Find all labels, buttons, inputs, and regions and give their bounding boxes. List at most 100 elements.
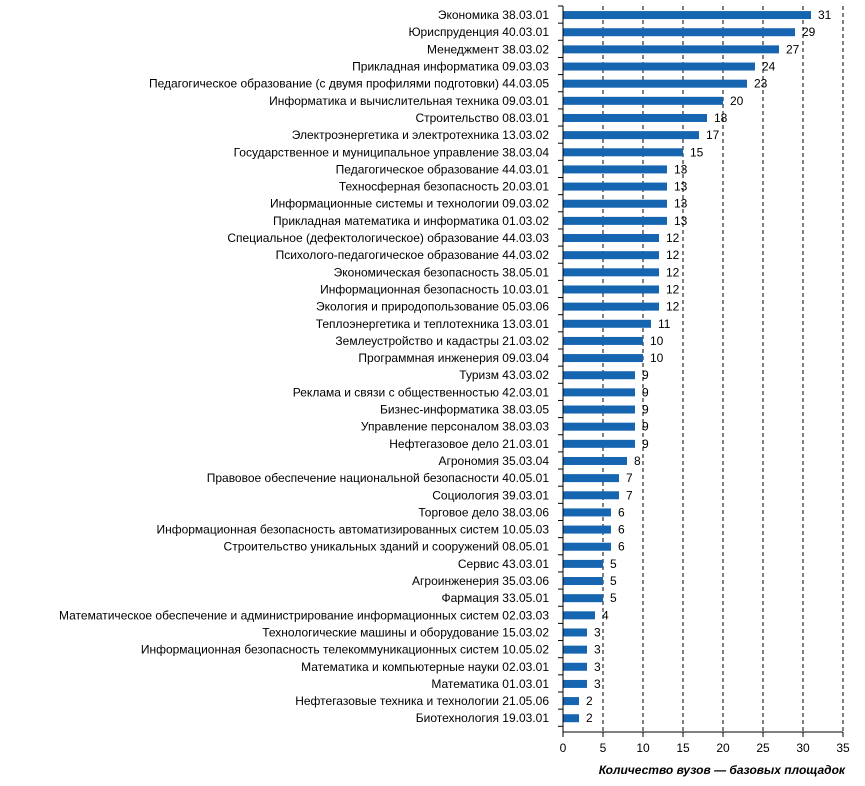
category-label: Информатика и вычислительная техника 09.… bbox=[269, 94, 549, 108]
category-label: Информационная безопасность 10.03.01 bbox=[320, 282, 549, 296]
bar bbox=[563, 422, 635, 431]
data-label: 13 bbox=[674, 162, 688, 176]
category-label: Технологические машины и оборудование 15… bbox=[262, 625, 549, 639]
bar bbox=[563, 148, 683, 157]
data-label: 7 bbox=[626, 488, 633, 502]
data-label: 5 bbox=[610, 574, 617, 588]
data-label: 18 bbox=[714, 111, 728, 125]
data-label: 20 bbox=[730, 94, 744, 108]
data-label: 5 bbox=[610, 557, 617, 571]
category-label: Теплоэнергетика и теплотехника 13.03.01 bbox=[316, 317, 550, 331]
bar bbox=[563, 508, 611, 517]
bar bbox=[563, 559, 603, 568]
bar bbox=[563, 662, 587, 671]
bar bbox=[563, 354, 643, 363]
category-label: Фармация 33.05.01 bbox=[441, 591, 549, 605]
data-label: 10 bbox=[650, 334, 664, 348]
data-label: 7 bbox=[626, 471, 633, 485]
x-tick-label: 30 bbox=[796, 741, 810, 755]
data-label: 13 bbox=[674, 197, 688, 211]
bar bbox=[563, 96, 723, 105]
data-label: 12 bbox=[666, 300, 680, 314]
bar bbox=[563, 234, 659, 243]
data-label: 9 bbox=[642, 403, 649, 417]
data-label: 15 bbox=[690, 145, 704, 159]
bar bbox=[563, 628, 587, 637]
category-label: Математика и компьютерные науки 02.03.01 bbox=[301, 660, 549, 674]
bar bbox=[563, 251, 659, 260]
bar bbox=[563, 199, 667, 208]
bars bbox=[563, 11, 811, 723]
category-label: Сервис 43.03.01 bbox=[458, 557, 549, 571]
bar bbox=[563, 474, 619, 483]
category-label: Экология и природопользование 05.03.06 bbox=[316, 300, 549, 314]
bar bbox=[563, 79, 747, 88]
category-label: Прикладная математика и информатика 01.0… bbox=[273, 214, 549, 228]
bar bbox=[563, 525, 611, 534]
data-label: 6 bbox=[618, 540, 625, 554]
bar bbox=[563, 113, 707, 122]
category-label: Бизнес-информатика 38.03.05 bbox=[380, 403, 549, 417]
category-label: Агрономия 35.03.04 bbox=[438, 454, 549, 468]
category-label: Прикладная информатика 09.03.03 bbox=[352, 60, 549, 74]
bar bbox=[563, 388, 635, 397]
data-label: 2 bbox=[586, 711, 593, 725]
data-label: 3 bbox=[594, 677, 601, 691]
bar bbox=[563, 28, 795, 37]
data-label: 13 bbox=[674, 214, 688, 228]
bar bbox=[563, 405, 635, 414]
category-label: Математическое обеспечение и администрир… bbox=[59, 608, 549, 622]
data-label: 9 bbox=[642, 368, 649, 382]
category-label: Социология 39.03.01 bbox=[432, 488, 549, 502]
category-label: Экономика 38.03.01 bbox=[438, 8, 549, 22]
bar bbox=[563, 302, 659, 311]
data-label: 12 bbox=[666, 282, 680, 296]
data-label: 6 bbox=[618, 505, 625, 519]
data-label: 9 bbox=[642, 385, 649, 399]
bar bbox=[563, 131, 699, 140]
bar bbox=[563, 285, 659, 294]
data-label: 12 bbox=[666, 265, 680, 279]
category-label: Информационная безопасность телекоммуник… bbox=[141, 643, 549, 657]
category-label: Техносферная безопасность 20.03.01 bbox=[339, 180, 550, 194]
bar bbox=[563, 542, 611, 551]
bar bbox=[563, 577, 603, 586]
x-tick-label: 20 bbox=[716, 741, 730, 755]
category-labels: Экономика 38.03.01 Юриспруденция 40.03.01… bbox=[59, 8, 549, 725]
category-label: Туризм 43.03.02 bbox=[459, 368, 549, 382]
data-label: 3 bbox=[594, 660, 601, 674]
category-label: Реклама и связи с общественностью 42.03.… bbox=[293, 385, 550, 399]
category-label: Землеустройство и кадастры 21.03.02 bbox=[335, 334, 549, 348]
bar bbox=[563, 611, 595, 620]
category-label: Педагогическое образование (с двумя проф… bbox=[149, 77, 549, 91]
category-label: Менеджмент 38.03.02 bbox=[427, 42, 549, 56]
category-label: Юриспруденция 40.03.01 bbox=[408, 25, 549, 39]
bar bbox=[563, 645, 587, 654]
bar bbox=[563, 62, 755, 71]
category-label: Информационная безопасность автоматизиро… bbox=[156, 523, 549, 537]
category-label: Строительство уникальных зданий и сооруж… bbox=[224, 540, 550, 554]
data-label: 11 bbox=[658, 317, 671, 331]
category-label: Управление персоналом 38.03.03 bbox=[361, 420, 549, 434]
data-label: 12 bbox=[666, 231, 680, 245]
data-label: 4 bbox=[602, 608, 609, 622]
bar bbox=[563, 594, 603, 603]
category-label: Информационные системы и технологии 09.0… bbox=[270, 197, 549, 211]
bar bbox=[563, 319, 651, 328]
data-label: 2 bbox=[586, 694, 593, 708]
data-label: 3 bbox=[594, 625, 601, 639]
category-label: Нефтегазовые техника и технологии 21.05.… bbox=[295, 694, 549, 708]
category-label: Правовое обеспечение национальной безопа… bbox=[207, 471, 550, 485]
bar bbox=[563, 714, 579, 723]
category-label: Биотехнология 19.03.01 bbox=[416, 711, 550, 725]
category-label: Психолого-педагогическое образование 44.… bbox=[276, 248, 550, 262]
category-label: Программная инженерия 09.03.04 bbox=[358, 351, 549, 365]
data-label: 13 bbox=[674, 180, 688, 194]
bar bbox=[563, 371, 635, 380]
category-label: Электроэнергетика и электротехника 13.03… bbox=[292, 128, 550, 142]
x-axis-label: Количество вузов — базовых площадок bbox=[599, 763, 846, 777]
data-label: 29 bbox=[802, 25, 816, 39]
x-tick-label: 15 bbox=[676, 741, 690, 755]
data-label: 17 bbox=[706, 128, 720, 142]
